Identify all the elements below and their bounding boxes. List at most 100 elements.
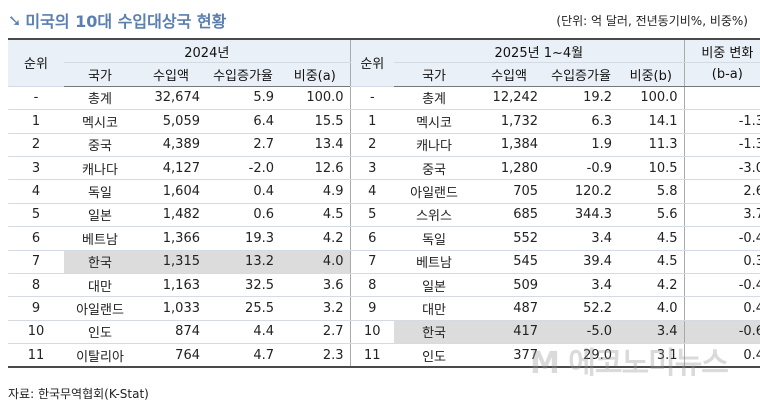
unit-note: (단위: 억 달러, 전년동기비%, 비중%) — [556, 14, 748, 28]
rank-2024-cell: 11 — [8, 343, 64, 369]
growth-2024-cell: 19.3 — [206, 226, 280, 251]
country-2024-cell: 멕시코 — [64, 109, 136, 134]
rank-2025-cell: 4 — [349, 179, 395, 204]
country-2025-cell: 인도 — [394, 343, 475, 369]
growth-2024-cell: 13.2 — [206, 250, 280, 274]
share-change-cell: -0.6 — [683, 320, 760, 345]
import-2025-cell: 545 — [474, 250, 545, 274]
rank-2024-cell: 8 — [8, 273, 64, 298]
growth-2025-cell: -0.9 — [544, 156, 619, 181]
share-change-cell: 0.4 — [683, 296, 760, 321]
share-a-cell: 3.2 — [280, 296, 351, 321]
rank-2024-cell: - — [8, 86, 64, 111]
share-change-cell: -1.3 — [683, 109, 760, 134]
growth-2024-cell: 5.9 — [206, 86, 280, 111]
import-2024-cell: 5,059 — [136, 109, 206, 134]
share-a-cell: 12.6 — [280, 156, 351, 181]
growth-2024-cell: 4.4 — [206, 320, 280, 345]
rank-2024-cell: 10 — [8, 320, 64, 345]
share-b-cell: 4.0 — [618, 296, 685, 321]
import-2025-cell: 552 — [474, 226, 545, 251]
rank-2024-cell: 2 — [8, 133, 64, 157]
share-change-cell: -0.4 — [683, 226, 760, 251]
header-country-2024: 국가 — [64, 62, 136, 87]
import-2025-cell: 705 — [474, 179, 545, 204]
import-2025-cell: 685 — [474, 203, 545, 228]
growth-2024-cell: -2.0 — [206, 156, 280, 181]
import-2024-cell: 4,389 — [136, 133, 206, 157]
share-b-cell: 11.3 — [618, 133, 685, 157]
growth-2025-cell: -5.0 — [544, 320, 619, 345]
growth-2025-cell: 120.2 — [544, 179, 619, 204]
country-2024-cell: 인도 — [64, 320, 136, 345]
header-share-a: 비중(a) — [280, 62, 351, 87]
header-period-2025: 2025년 1~4월 — [394, 38, 685, 64]
rank-2025-cell: 1 — [349, 109, 395, 134]
rank-2024-cell: 1 — [8, 109, 64, 134]
rank-2024-cell: 4 — [8, 179, 64, 204]
share-b-cell: 4.5 — [618, 250, 685, 274]
share-a-cell: 2.7 — [280, 320, 351, 345]
import-2025-cell: 12,242 — [474, 86, 545, 111]
share-change-cell: 0.4 — [683, 343, 760, 369]
header-period-2024: 2024년 — [64, 38, 351, 64]
rank-2024-cell: 5 — [8, 203, 64, 228]
share-change-cell: -3.0 — [683, 156, 760, 181]
country-2024-cell: 대만 — [64, 273, 136, 298]
share-b-cell: 3.4 — [618, 320, 685, 345]
import-2024-cell: 874 — [136, 320, 206, 345]
growth-2025-cell: 1.9 — [544, 133, 619, 157]
share-b-cell: 14.1 — [618, 109, 685, 134]
rank-2024-cell: 9 — [8, 296, 64, 321]
share-change-cell: -1.3 — [683, 133, 760, 157]
rank-2025-cell: 2 — [349, 133, 395, 157]
header-change-formula: (b-a) — [683, 62, 760, 87]
share-b-cell: 5.8 — [618, 179, 685, 204]
import-2025-cell: 417 — [474, 320, 545, 345]
growth-2025-cell: 6.3 — [544, 109, 619, 134]
growth-2024-cell: 0.4 — [206, 179, 280, 204]
country-2025-cell: 캐나다 — [394, 133, 475, 157]
header-rank-2024: 순위 — [8, 37, 64, 87]
share-a-cell: 100.0 — [280, 86, 351, 111]
rank-2025-cell: 6 — [349, 226, 395, 251]
country-2024-cell: 베트남 — [64, 226, 136, 251]
import-2024-cell: 1,033 — [136, 296, 206, 321]
title-text: 미국의 10대 수입대상국 현황 — [25, 12, 227, 31]
import-2025-cell: 1,280 — [474, 156, 545, 181]
country-2024-cell: 캐나다 — [64, 156, 136, 181]
country-2025-cell: 스위스 — [394, 203, 475, 228]
share-b-cell: 5.6 — [618, 203, 685, 228]
growth-2024-cell: 4.7 — [206, 343, 280, 369]
country-2024-cell: 이탈리아 — [64, 343, 136, 369]
share-a-cell: 2.3 — [280, 343, 351, 369]
growth-2025-cell: 3.4 — [544, 273, 619, 298]
import-2025-cell: 1,384 — [474, 133, 545, 157]
country-2025-cell: 멕시코 — [394, 109, 475, 134]
share-a-cell: 3.6 — [280, 273, 351, 298]
growth-2025-cell: 3.4 — [544, 226, 619, 251]
country-2024-cell: 아일랜드 — [64, 296, 136, 321]
growth-2024-cell: 25.5 — [206, 296, 280, 321]
share-change-cell: 2.6 — [683, 179, 760, 204]
import-2024-cell: 4,127 — [136, 156, 206, 181]
country-2025-cell: 일본 — [394, 273, 475, 298]
share-change-cell: -0.4 — [683, 273, 760, 298]
import-2024-cell: 1,482 — [136, 203, 206, 228]
share-b-cell: 10.5 — [618, 156, 685, 181]
growth-2025-cell: 19.2 — [544, 86, 619, 111]
import-2024-cell: 1,315 — [136, 250, 206, 274]
source-note: 자료: 한국무역협회(K-Stat) — [8, 387, 149, 401]
growth-2025-cell: 39.4 — [544, 250, 619, 274]
rank-2025-cell: - — [349, 86, 395, 111]
import-2024-cell: 32,674 — [136, 86, 206, 111]
rank-2025-cell: 5 — [349, 203, 395, 228]
rank-2025-cell: 3 — [349, 156, 395, 181]
rank-2025-cell: 11 — [349, 343, 395, 369]
